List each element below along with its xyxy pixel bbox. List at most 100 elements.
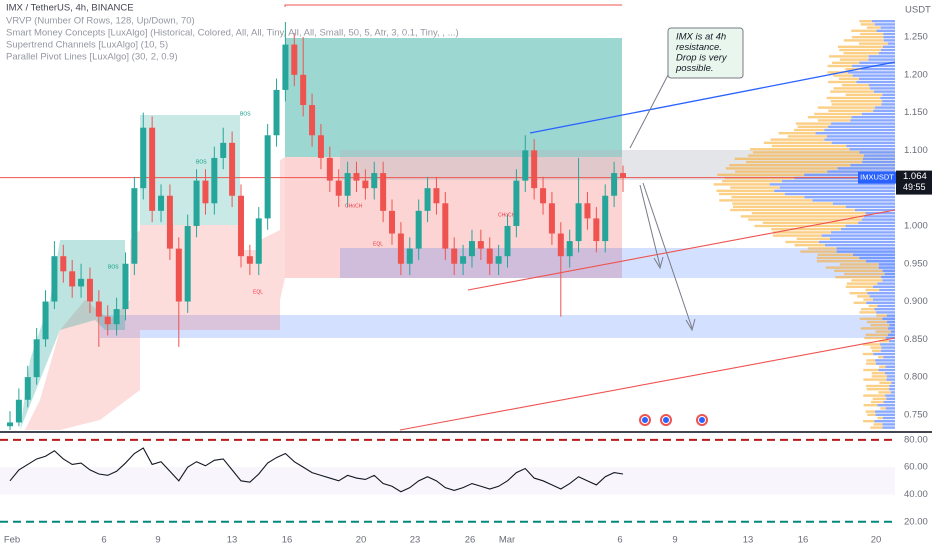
vp-bar-up	[863, 394, 886, 397]
candle-body	[211, 157, 218, 204]
vp-bar-down	[873, 109, 895, 112]
vp-bar-down	[858, 221, 895, 224]
vp-bar-down	[859, 61, 895, 64]
vp-bar-down	[883, 32, 895, 36]
vp-bar-up	[839, 58, 869, 61]
candle-body	[602, 195, 609, 242]
vp-bar-down	[877, 404, 895, 407]
date-label: 13	[743, 535, 754, 546]
vp-bar-down	[862, 157, 895, 160]
date-label: 26	[465, 535, 476, 546]
vp-bar-down	[824, 138, 895, 141]
vp-bar-up	[863, 420, 875, 423]
vp-bar-down	[889, 388, 895, 391]
candle-body	[24, 377, 31, 400]
price-tick-label: 0.950	[904, 258, 928, 269]
vp-bar-down	[821, 234, 895, 237]
vp-bar-down	[881, 346, 895, 349]
vp-bar-up	[770, 138, 825, 141]
smc-label: CHoCH	[498, 212, 516, 218]
vp-bar-down	[849, 148, 895, 151]
vp-bar-down	[880, 343, 895, 346]
price-tick-label: 0.750	[904, 409, 928, 420]
candle-body	[442, 203, 449, 249]
vp-bar-down	[861, 112, 895, 116]
arrow	[642, 182, 693, 329]
price-unit: USDT	[905, 5, 931, 16]
vp-bar-down	[889, 384, 895, 388]
vp-bar-up	[870, 346, 882, 349]
vp-bar-down	[830, 237, 895, 240]
vp-bar-up	[795, 122, 832, 125]
vp-bar-up	[871, 375, 887, 378]
candle-body	[184, 225, 191, 302]
candle-body	[389, 210, 396, 234]
candle-body	[140, 127, 147, 189]
date-label: 16	[282, 535, 293, 546]
vp-bar-up	[763, 141, 832, 144]
vp-bar-down	[826, 135, 895, 138]
vp-bar-up	[796, 237, 831, 240]
arrow-head	[685, 318, 696, 332]
vp-bar-down	[869, 295, 895, 298]
vp-bar-up	[851, 36, 884, 39]
vp-bar-up	[807, 116, 852, 119]
candle-body	[504, 225, 511, 257]
candle-body	[104, 316, 111, 325]
vp-bar-up	[870, 324, 890, 327]
vp-bar-up	[849, 292, 868, 295]
symbol-tag-text: IMXUSDT	[860, 173, 894, 182]
vp-bar-up	[868, 304, 878, 308]
vp-bar-up	[793, 128, 825, 132]
vp-bar-down	[869, 87, 895, 90]
vp-bar-down	[866, 260, 895, 263]
vp-bar-down	[861, 68, 895, 71]
vp-bar-up	[866, 388, 890, 391]
supertrend-lower	[25, 157, 285, 430]
vp-bar-down	[885, 394, 895, 397]
vp-bar-down	[851, 116, 895, 119]
date-label: Feb	[4, 535, 20, 546]
vp-bar-down	[875, 410, 895, 413]
vp-bar-up	[748, 154, 865, 157]
vp-bar-up	[718, 192, 785, 196]
vp-bar-down	[864, 154, 895, 157]
candle-body	[451, 248, 458, 264]
candle-body	[51, 256, 58, 302]
vp-bar-up	[730, 186, 780, 189]
vp-bar-up	[762, 221, 859, 224]
candle-body	[78, 278, 85, 287]
candle-body	[486, 248, 493, 264]
candle-body	[273, 89, 280, 136]
vp-bar-down	[854, 208, 895, 212]
date-label: 9	[672, 535, 677, 546]
price-tick-label: 0.900	[904, 296, 928, 307]
vp-bar-down	[831, 122, 895, 125]
candle-body	[149, 127, 156, 211]
price-ticks: 1.2501.2001.1501.1001.0501.0000.9500.900…	[858, 32, 932, 420]
event-icon	[662, 416, 670, 424]
price-tick-label: 1.250	[904, 32, 928, 43]
vp-bar-up	[730, 208, 855, 212]
smc-label: CHoCH	[345, 203, 363, 209]
vp-bar-down	[887, 320, 895, 324]
vp-bar-down	[850, 119, 895, 122]
candle-body	[33, 339, 40, 378]
date-label: 9	[155, 535, 160, 546]
vp-bar-up	[772, 234, 822, 237]
vp-bar-up	[754, 224, 846, 228]
vp-bar-down	[804, 196, 895, 199]
vp-bar-up	[862, 352, 874, 356]
vp-bar-down	[878, 266, 895, 269]
vp-bar-down	[883, 36, 895, 39]
date-label: 20	[356, 535, 367, 546]
candle-body	[397, 233, 404, 264]
candle-body	[309, 105, 316, 136]
vp-bar-down	[847, 71, 895, 74]
annotation-text: IMX is at 4h	[676, 32, 726, 43]
vp-bar-down	[824, 128, 895, 132]
candle-body	[326, 157, 333, 181]
vp-bar-down	[881, 103, 895, 106]
vp-bar-down	[891, 381, 895, 384]
candle-body	[246, 256, 253, 264]
